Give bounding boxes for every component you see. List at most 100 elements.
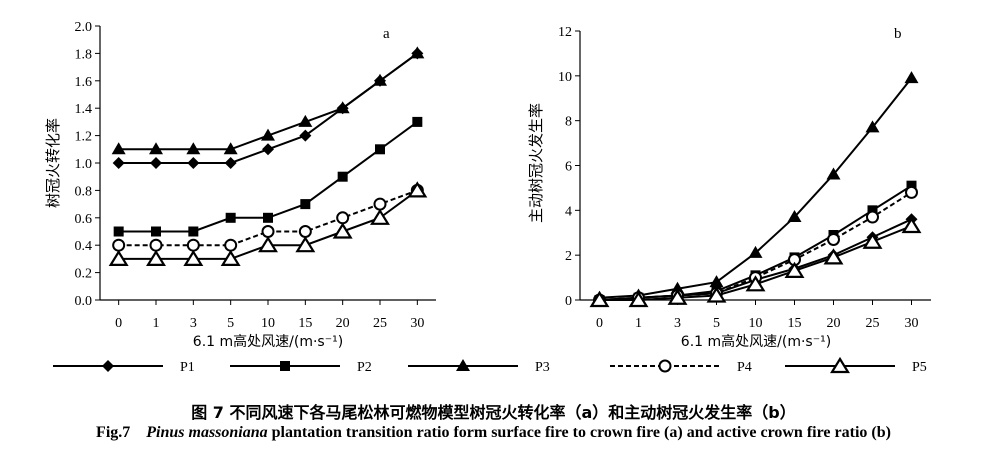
legend-label: P5 — [912, 360, 927, 375]
legend-marker — [102, 360, 114, 372]
legend-label: P4 — [737, 360, 752, 375]
y-tick-label: 1.8 — [75, 47, 93, 62]
legend-label: P1 — [180, 360, 195, 375]
y-tick-label: 4 — [565, 204, 572, 219]
data-point-p3 — [149, 142, 163, 155]
data-point-p5 — [258, 236, 278, 253]
data-point-p5 — [667, 288, 688, 305]
data-point-p2 — [188, 226, 199, 237]
figure-caption-cn: 图 7 不同风速下各马尾松林可燃物模型树冠火转化率（a）和主动树冠火发生率（b） — [191, 403, 796, 422]
data-point-p5 — [745, 275, 766, 292]
data-point-p4 — [827, 232, 840, 246]
y-tick-label: 0.8 — [75, 184, 93, 199]
x-tick-label: 5 — [227, 316, 234, 331]
x-tick-label: 3 — [674, 316, 681, 331]
chart-panel-b: 0 2 4 6 8 10 12 0 1 3 5 10 15 20 25 30 6.1 m高处风速/(m·s⁻¹)… — [527, 25, 931, 350]
data-point-p2 — [113, 226, 124, 237]
data-point-p3 — [111, 142, 126, 155]
legend-item-p4: P4 — [610, 359, 752, 375]
data-point-p3 — [709, 275, 724, 288]
data-point-p3 — [826, 167, 841, 180]
legend-label: P2 — [357, 360, 372, 375]
data-point-p1 — [187, 157, 200, 169]
data-point-p5 — [784, 261, 805, 278]
data-point-p5 — [220, 249, 241, 266]
x-tick-label: 5 — [713, 316, 720, 331]
x-axis-title: 6.1 m高处风速/(m·s⁻¹) — [193, 333, 343, 350]
x-tick-label: 30 — [905, 316, 919, 331]
data-point-p3 — [261, 128, 275, 141]
x-tick-label: 20 — [827, 316, 841, 331]
x-tick-label: 15 — [298, 316, 312, 331]
y-tick-label: 1.2 — [75, 130, 93, 145]
data-point-p5 — [370, 208, 390, 225]
data-point-p2 — [375, 144, 385, 155]
data-point-p4 — [224, 238, 238, 252]
y-tick-label: 0.0 — [75, 294, 93, 309]
data-point-p3 — [748, 245, 763, 258]
y-tick-label: 0 — [565, 294, 572, 309]
y-tick-label: 1.0 — [75, 157, 93, 172]
data-point-p4 — [112, 238, 126, 252]
data-point-p3 — [787, 210, 802, 223]
series-p3 — [592, 71, 919, 303]
data-point-p2 — [225, 212, 236, 223]
figure-caption-en-species: Pinus massoniana — [146, 424, 268, 441]
data-point-p1 — [112, 157, 125, 169]
x-tick-label: 1 — [635, 316, 642, 331]
data-point-p5 — [706, 286, 727, 303]
series-line-p3 — [599, 77, 913, 299]
x-tick-label: 20 — [336, 316, 350, 331]
data-point-p3 — [373, 73, 387, 86]
legend-marker — [456, 359, 470, 371]
data-point-p4 — [261, 225, 275, 238]
data-point-p3 — [298, 114, 313, 127]
data-point-p5 — [901, 216, 922, 234]
y-axis-title: 树冠火转化率 — [44, 118, 62, 208]
legend: P1 P2 P3 P4 P5 — [53, 356, 927, 375]
x-tick-label: 30 — [410, 316, 424, 331]
legend-marker — [658, 359, 672, 373]
y-axis-title: 主动树冠火发生率 — [527, 103, 545, 223]
series-p5 — [108, 181, 428, 266]
data-point-p3 — [865, 120, 880, 133]
data-point-p4 — [186, 238, 200, 252]
data-point-p2 — [867, 205, 878, 216]
data-point-p2 — [151, 226, 161, 237]
x-tick-label: 10 — [261, 316, 275, 331]
panel-label: a — [383, 26, 390, 42]
data-point-p2 — [300, 199, 311, 210]
x-tick-label: 0 — [596, 316, 603, 331]
data-point-p5 — [295, 236, 316, 253]
data-point-p4 — [336, 211, 350, 225]
data-point-p2 — [906, 180, 917, 191]
series-p2 — [113, 116, 423, 237]
data-point-p4 — [149, 238, 163, 252]
data-point-p5 — [407, 181, 428, 198]
y-tick-label: 8 — [565, 115, 572, 130]
legend-marker — [280, 361, 290, 371]
x-axis-title: 6.1 m高处风速/(m·s⁻¹) — [681, 333, 831, 350]
data-point-p5 — [628, 290, 649, 308]
data-point-p1 — [262, 143, 274, 156]
data-point-p5 — [108, 249, 129, 266]
data-point-p1 — [299, 129, 312, 142]
data-point-p2 — [263, 212, 273, 223]
y-tick-label: 0.4 — [75, 239, 93, 254]
data-point-p4 — [905, 185, 918, 199]
y-tick-label: 2.0 — [75, 20, 93, 35]
series-p3 — [111, 46, 425, 155]
chart-panel-a: 0.0 0.2 0.4 0.6 0.8 1.0 1.2 1.4 1.6 1.8 2.0 0 1 3 5 10 1… — [44, 20, 436, 350]
x-tick-label: 25 — [373, 316, 387, 331]
y-tick-label: 10 — [558, 70, 572, 85]
legend-marker — [830, 356, 850, 374]
data-point-p4 — [866, 210, 879, 224]
data-point-p3 — [904, 71, 919, 84]
data-point-p2 — [337, 171, 348, 182]
legend-item-p2: P2 — [230, 360, 372, 375]
data-point-p4 — [373, 197, 387, 211]
data-point-p5 — [823, 248, 844, 265]
legend-item-p5: P5 — [785, 356, 927, 375]
series-line-p4 — [599, 191, 913, 301]
